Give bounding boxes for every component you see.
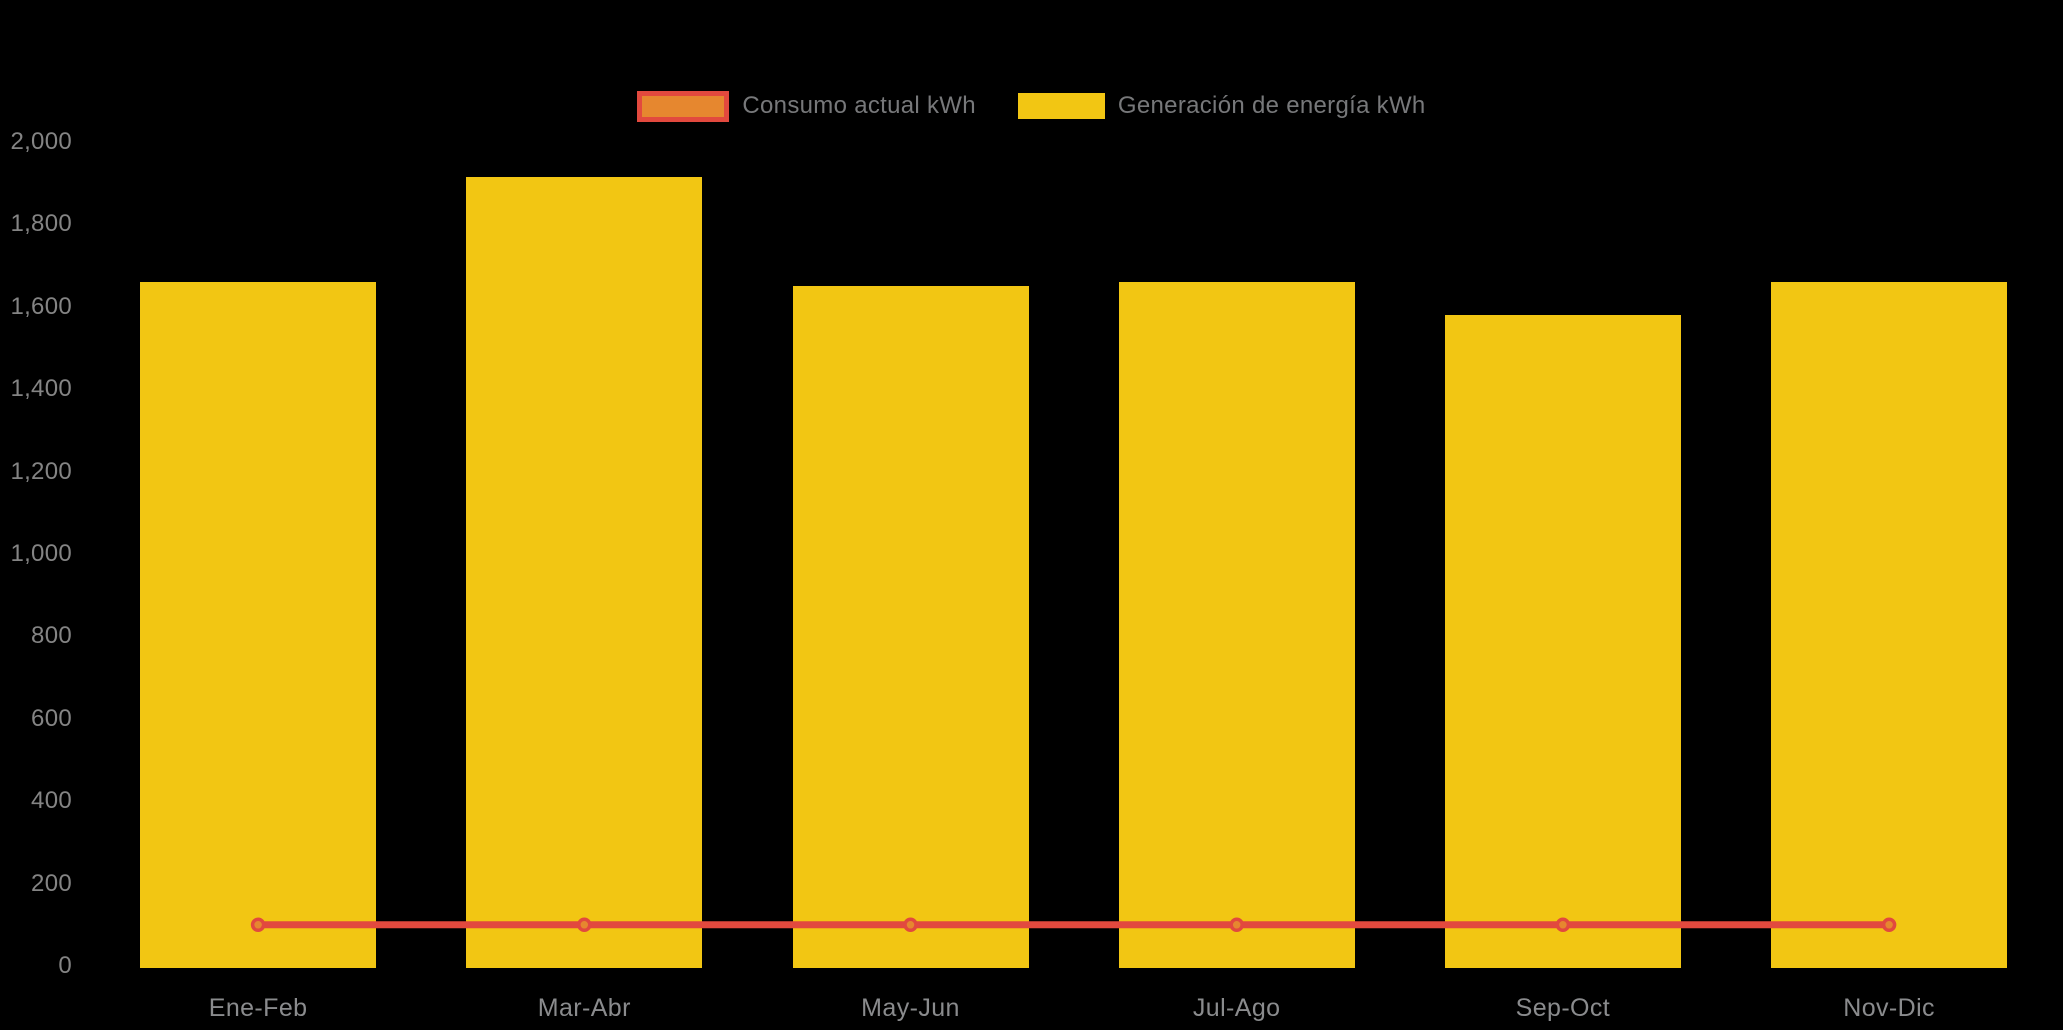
legend-label-consumo: Consumo actual kWh — [742, 92, 976, 119]
y-axis-tick-label: 200 — [31, 869, 72, 897]
bar-jul-ago — [1118, 282, 1355, 968]
legend-swatch-consumo-icon — [637, 90, 730, 122]
consumption-point-sep-oct — [1555, 917, 1571, 933]
y-axis-tick-label: 400 — [31, 787, 72, 815]
bar-may-jun — [792, 286, 1029, 968]
consumption-point-ene-feb — [250, 917, 266, 933]
bar-sep-oct — [1444, 315, 1681, 968]
bar-ene-feb — [140, 282, 377, 968]
consumption-point-may-jun — [903, 917, 918, 933]
consumption-point-nov-dic — [1881, 917, 1897, 933]
y-axis-tick-label: 1,400 — [10, 375, 72, 403]
bar-mar-abr — [466, 177, 703, 968]
legend-item-consumo-actual[interactable]: Consumo actual kWh — [637, 90, 976, 122]
legend-swatch-generacion-icon — [1017, 93, 1105, 119]
bar-nov-dic — [1771, 282, 2008, 968]
consumption-point-jul-ago — [1229, 917, 1244, 933]
y-axis-tick-label: 1,800 — [10, 210, 72, 238]
y-axis-tick-label: 1,200 — [10, 457, 72, 485]
y-axis-tick-label: 1,600 — [10, 292, 72, 320]
y-axis-tick-label: 800 — [31, 622, 72, 650]
consumption-point-mar-abr — [577, 917, 592, 933]
x-axis-label-sep-oct: Sep-Oct — [1515, 994, 1611, 1022]
legend-item-generacion-energia[interactable]: Generación de energía kWh — [1017, 92, 1426, 120]
y-axis-tick-label: 600 — [31, 704, 72, 732]
x-axis-label-nov-dic: Nov-Dic — [1843, 994, 1935, 1022]
y-axis-tick-label: 2,000 — [10, 128, 72, 155]
legend-label-generacion: Generación de energía kWh — [1117, 92, 1426, 119]
x-axis-label-jul-ago: Jul-Ago — [1192, 994, 1281, 1022]
x-axis-label-may-jun: May-Jun — [861, 994, 960, 1022]
chart-legend: Consumo actual kWh Generación de energía… — [0, 86, 2063, 126]
x-axis-label-ene-feb: Ene-Feb — [208, 994, 308, 1022]
y-axis-tick-label: 1,000 — [10, 540, 72, 567]
x-axis-label-mar-abr: Mar-Abr — [537, 994, 631, 1022]
y-axis-tick-label: 0 — [58, 952, 72, 979]
